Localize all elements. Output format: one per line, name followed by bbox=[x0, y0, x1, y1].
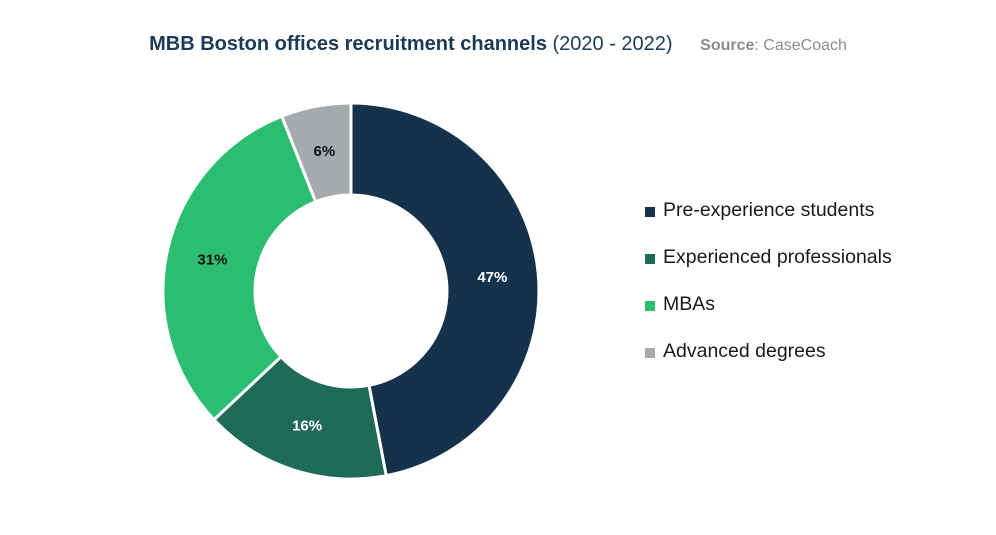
legend-swatch-experienced bbox=[645, 254, 655, 264]
source-label: Source bbox=[700, 37, 755, 54]
slice-label-advanced: 6% bbox=[314, 143, 336, 160]
legend-label-experienced: Experienced professionals bbox=[663, 246, 892, 268]
donut-slice-mbas bbox=[161, 114, 318, 422]
donut-slice-pre-experience bbox=[349, 101, 541, 478]
chart-legend: Pre-experience students Experienced prof… bbox=[645, 199, 892, 387]
legend-label-advanced: Advanced degrees bbox=[663, 340, 826, 362]
legend-label-mbas: MBAs bbox=[663, 293, 716, 315]
slice-label-mbas: 31% bbox=[197, 252, 227, 269]
legend-item-pre-experience: Pre-experience students bbox=[645, 199, 892, 246]
donut-slice-experienced bbox=[211, 354, 388, 481]
legend-swatch-pre-experience bbox=[645, 207, 655, 217]
donut-slice-advanced bbox=[279, 101, 353, 204]
source-value: : CaseCoach bbox=[754, 37, 847, 54]
chart-title-years: (2020 - 2022) bbox=[552, 33, 673, 55]
chart-title: MBB Boston offices recruitment channels bbox=[149, 33, 547, 55]
legend-label-pre-experience: Pre-experience students bbox=[663, 199, 875, 221]
legend-swatch-mbas bbox=[645, 301, 655, 311]
chart-title-row: MBB Boston offices recruitment channels … bbox=[0, 30, 996, 60]
legend-item-mbas: MBAs bbox=[645, 293, 892, 340]
slice-label-pre-experience: 47% bbox=[477, 269, 507, 286]
legend-item-advanced: Advanced degrees bbox=[645, 340, 892, 387]
slice-label-experienced: 16% bbox=[292, 418, 322, 435]
legend-swatch-advanced bbox=[645, 348, 655, 358]
legend-item-experienced: Experienced professionals bbox=[645, 246, 892, 293]
chart-source: Source: CaseCoach bbox=[700, 37, 847, 54]
